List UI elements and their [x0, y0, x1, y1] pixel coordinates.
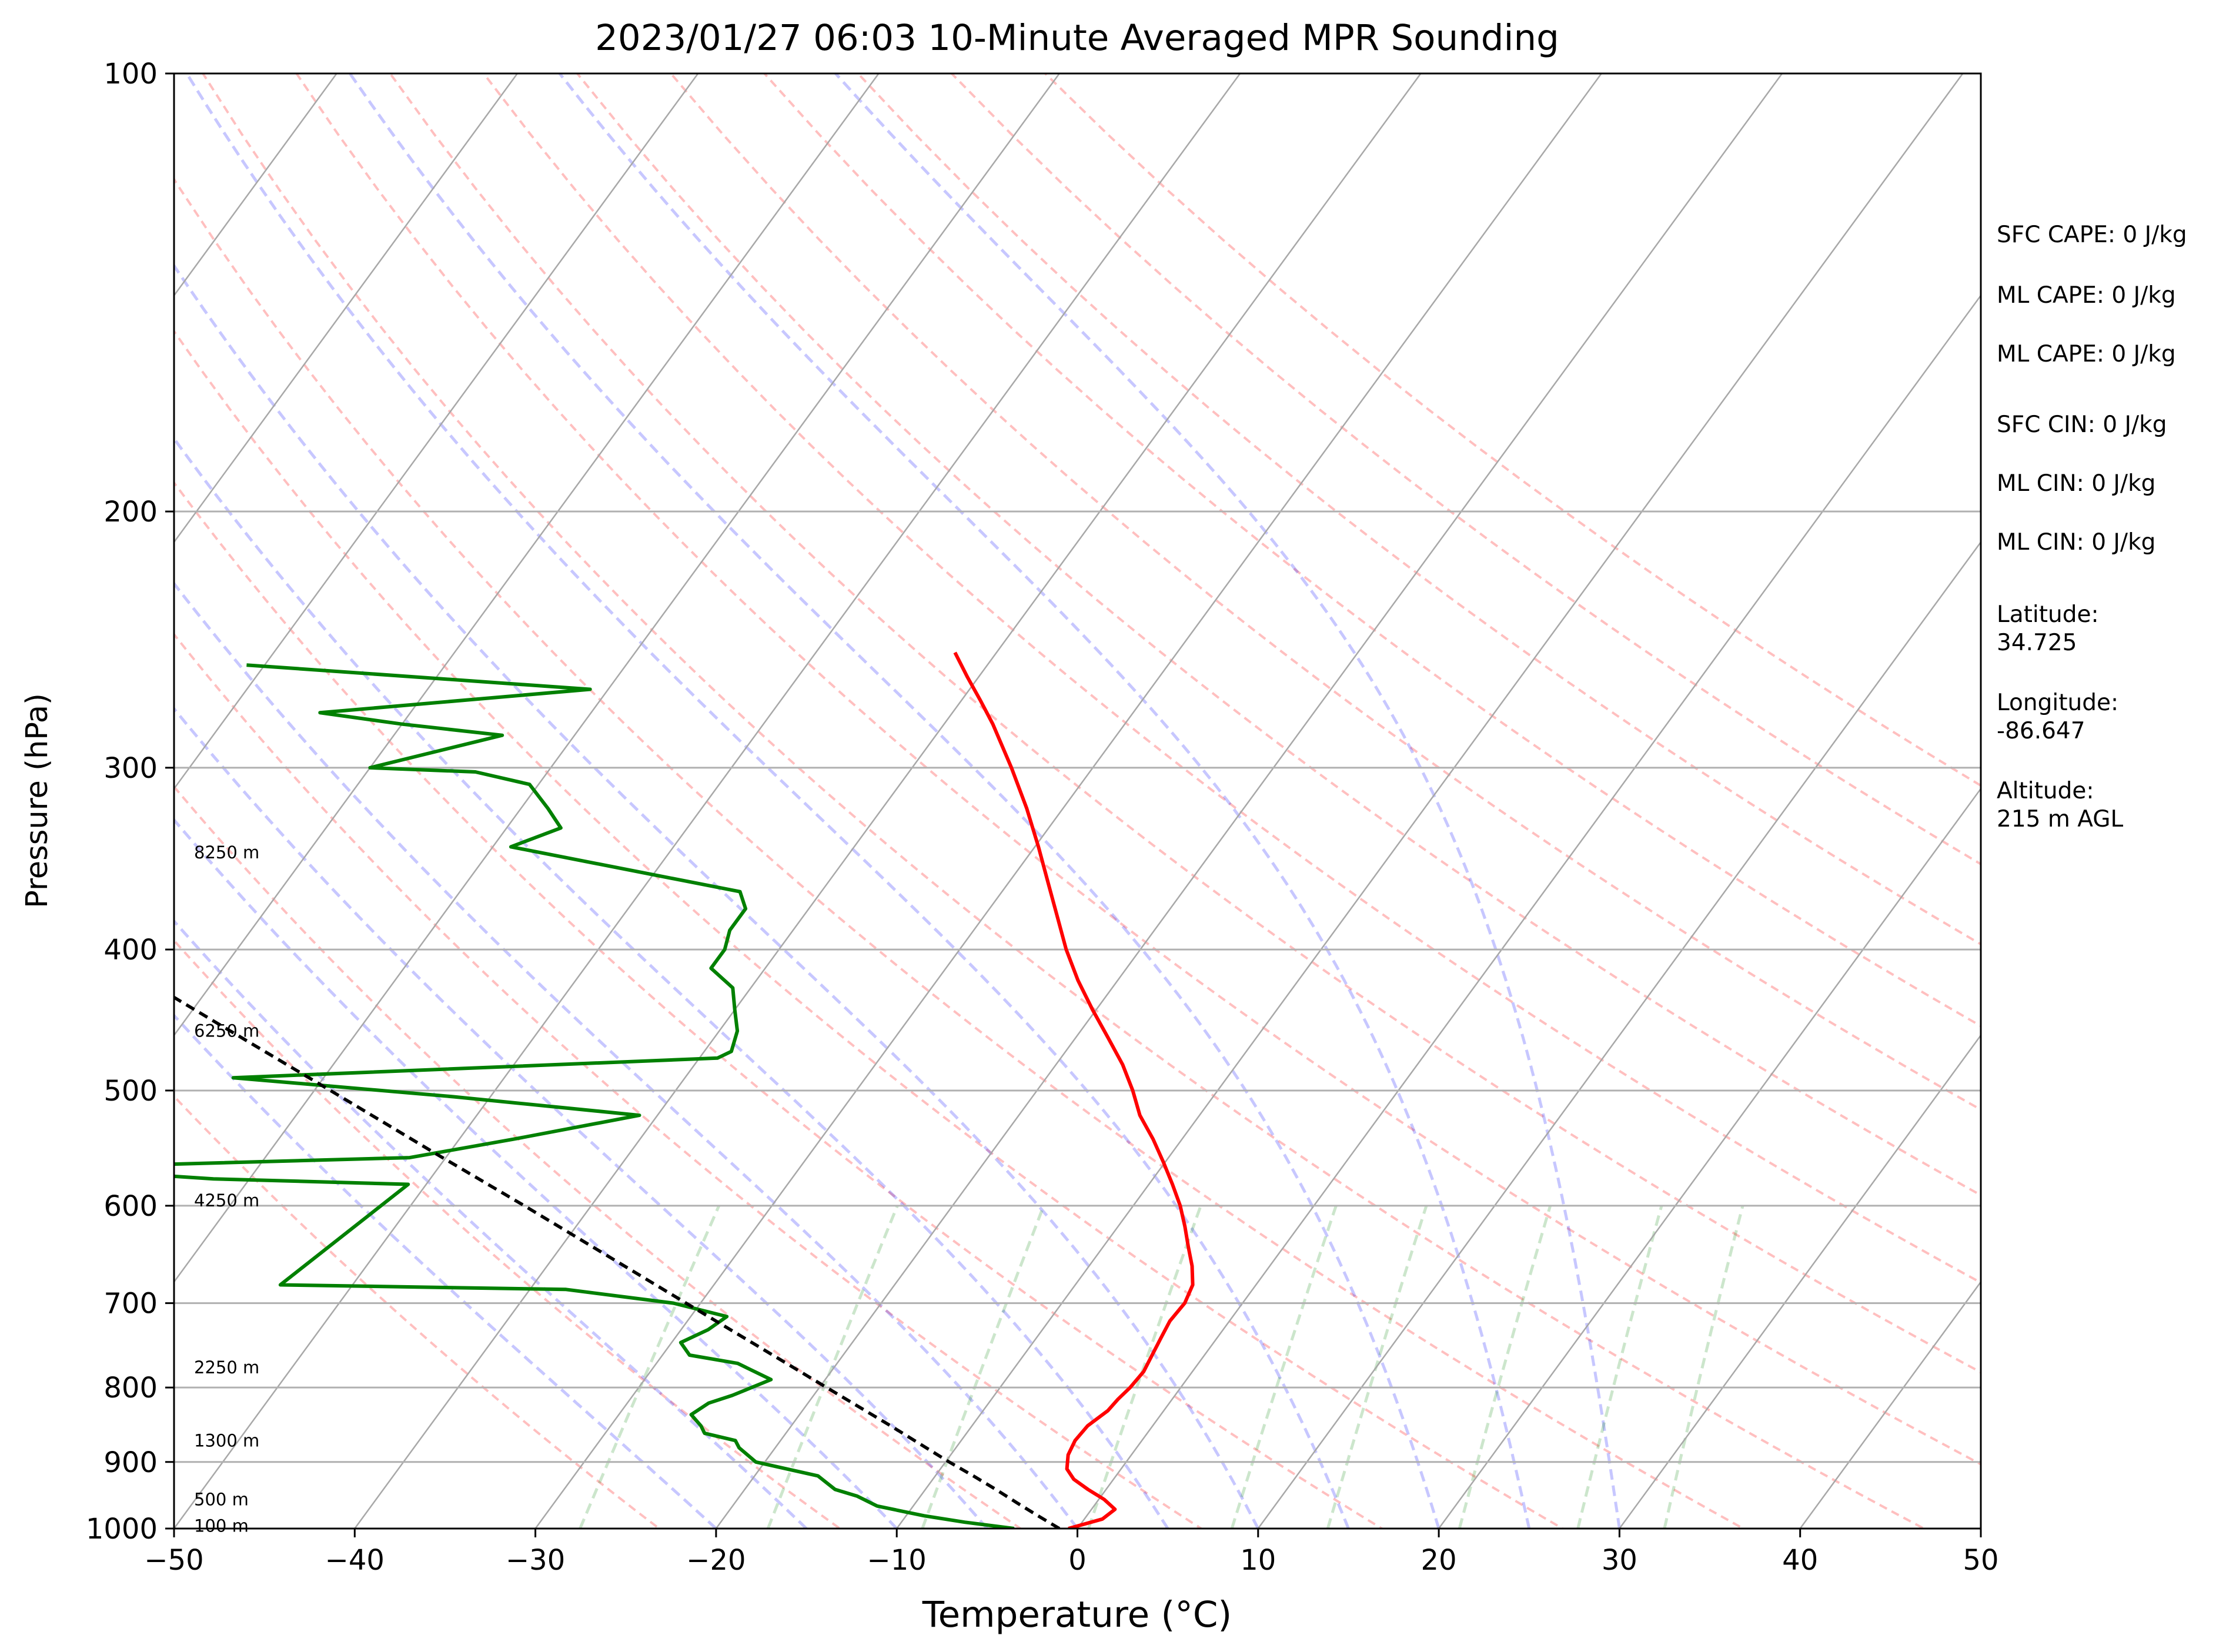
annotation-6: Latitude: 34.725 — [1997, 601, 2099, 656]
mixing-ratio-line — [1663, 1205, 1744, 1529]
isotherm-line — [895, 73, 1964, 1529]
temperature-line — [953, 651, 1195, 1529]
height-label: 500 m — [194, 1490, 249, 1510]
moist-adiabat — [174, 1013, 717, 1529]
y-tick-label: 600 — [103, 1190, 158, 1223]
x-tick-label: 20 — [1421, 1544, 1457, 1577]
x-tick-label: −50 — [144, 1544, 203, 1577]
dry-adiabat — [174, 632, 1204, 1529]
parcel-line — [174, 995, 1061, 1529]
mixing-ratio-line — [1458, 1205, 1552, 1529]
height-label: 6250 m — [194, 1021, 259, 1041]
dry-adiabat — [295, 73, 1981, 1466]
moist-adiabat — [174, 706, 988, 1529]
x-tick-label: −40 — [325, 1544, 385, 1577]
y-tick-label: 800 — [103, 1372, 158, 1404]
moist-adiabat — [174, 263, 1260, 1529]
x-tick-label: 50 — [1963, 1544, 1998, 1577]
isotherm-line — [174, 73, 1061, 1283]
isotherm-line — [174, 73, 338, 297]
dry-adiabat — [174, 785, 1023, 1529]
height-label: 1300 m — [194, 1430, 259, 1450]
annotation-2: ML CAPE: 0 J/kg — [1997, 341, 2176, 367]
x-axis-label: Temperature (°C) — [922, 1594, 1232, 1636]
dry-adiabat — [174, 480, 1385, 1529]
height-labels: 100 m 500 m 1300 m 2250 m 4250 m 6250 m 8250 m — [194, 842, 259, 1536]
moist-adiabat — [174, 581, 1079, 1529]
dry-adiabat — [174, 329, 1565, 1529]
y-axis-ticks: 1000 900 800 700 600 500 400 300 200 100 — [86, 58, 174, 1546]
background-lines — [174, 73, 1981, 1529]
isotherm-line — [715, 73, 1783, 1529]
y-tick-label: 300 — [103, 752, 158, 785]
moist-adiabat — [349, 73, 1440, 1529]
y-tick-label: 900 — [103, 1446, 158, 1479]
isotherm-line — [534, 73, 1603, 1529]
x-tick-label: −20 — [686, 1544, 746, 1577]
height-label: 8250 m — [194, 842, 259, 862]
height-label: 2250 m — [194, 1357, 259, 1377]
isotherm-line — [1799, 1280, 1981, 1529]
x-tick-label: 0 — [1068, 1544, 1087, 1577]
annotation-4: ML CIN: 0 J/kg — [1997, 470, 2155, 497]
sounding-series — [174, 651, 1195, 1529]
height-label: 4250 m — [194, 1190, 259, 1210]
isotherm-line — [1076, 294, 1981, 1529]
annotation-0: SFC CAPE: 0 J/kg — [1997, 222, 2187, 248]
x-tick-label: −30 — [506, 1544, 565, 1577]
mixing-ratio-line — [1326, 1205, 1428, 1529]
mixing-ratio-line — [1230, 1205, 1338, 1529]
moist-adiabat — [174, 436, 1169, 1529]
dewpoint-line — [174, 663, 1015, 1529]
isotherm-line — [1438, 787, 1981, 1529]
x-axis-ticks: −50 −40 −30 −20 −10 0 10 20 30 40 50 — [144, 1529, 1999, 1577]
isotherm-line — [174, 73, 880, 1037]
y-tick-label: 700 — [103, 1288, 158, 1320]
chart-title: 2023/01/27 06:03 10-Minute Averaged MPR … — [595, 17, 1559, 59]
isotherm-line — [353, 73, 1422, 1529]
dry-adiabat — [389, 73, 1981, 1374]
y-axis-label: Pressure (hPa) — [20, 693, 55, 908]
height-label: 100 m — [194, 1516, 249, 1536]
y-tick-label: 500 — [103, 1075, 158, 1108]
moist-adiabat — [558, 73, 1531, 1529]
dry-adiabat — [174, 177, 1746, 1529]
annotation-8: Altitude: 215 m AGL — [1997, 778, 2123, 832]
annotation-7: Longitude: -86.647 — [1997, 690, 2118, 744]
y-tick-label: 1000 — [86, 1513, 158, 1546]
mixing-ratio-line — [1576, 1205, 1663, 1529]
moist-adiabat — [185, 73, 1350, 1529]
isotherm-line — [1618, 1034, 1981, 1529]
dry-adiabat — [202, 73, 1927, 1529]
x-tick-label: 10 — [1240, 1544, 1276, 1577]
dry-adiabat — [483, 73, 1981, 1285]
x-tick-label: 30 — [1602, 1544, 1637, 1577]
y-tick-label: 400 — [103, 934, 158, 967]
x-tick-label: 40 — [1782, 1544, 1818, 1577]
x-tick-label: −10 — [867, 1544, 927, 1577]
isotherm-line — [174, 73, 1241, 1529]
y-tick-label: 200 — [103, 496, 158, 529]
isotherm-line — [1257, 540, 1981, 1529]
annotation-5: ML CIN: 0 J/kg — [1997, 529, 2155, 556]
dry-adiabat — [576, 73, 1981, 1197]
moist-adiabat — [174, 919, 808, 1529]
annotation-3: SFC CIN: 0 J/kg — [1997, 412, 2167, 438]
isotherm-line — [174, 73, 519, 544]
moist-adiabat — [174, 817, 898, 1529]
moist-adiabat — [834, 73, 1621, 1529]
isotherm-line — [174, 73, 699, 790]
stats-annotations: SFC CAPE: 0 J/kg ML CAPE: 0 J/kg ML CAPE: … — [1997, 222, 2187, 832]
y-tick-label: 100 — [103, 58, 158, 91]
annotation-1: ML CAPE: 0 J/kg — [1997, 282, 2176, 309]
